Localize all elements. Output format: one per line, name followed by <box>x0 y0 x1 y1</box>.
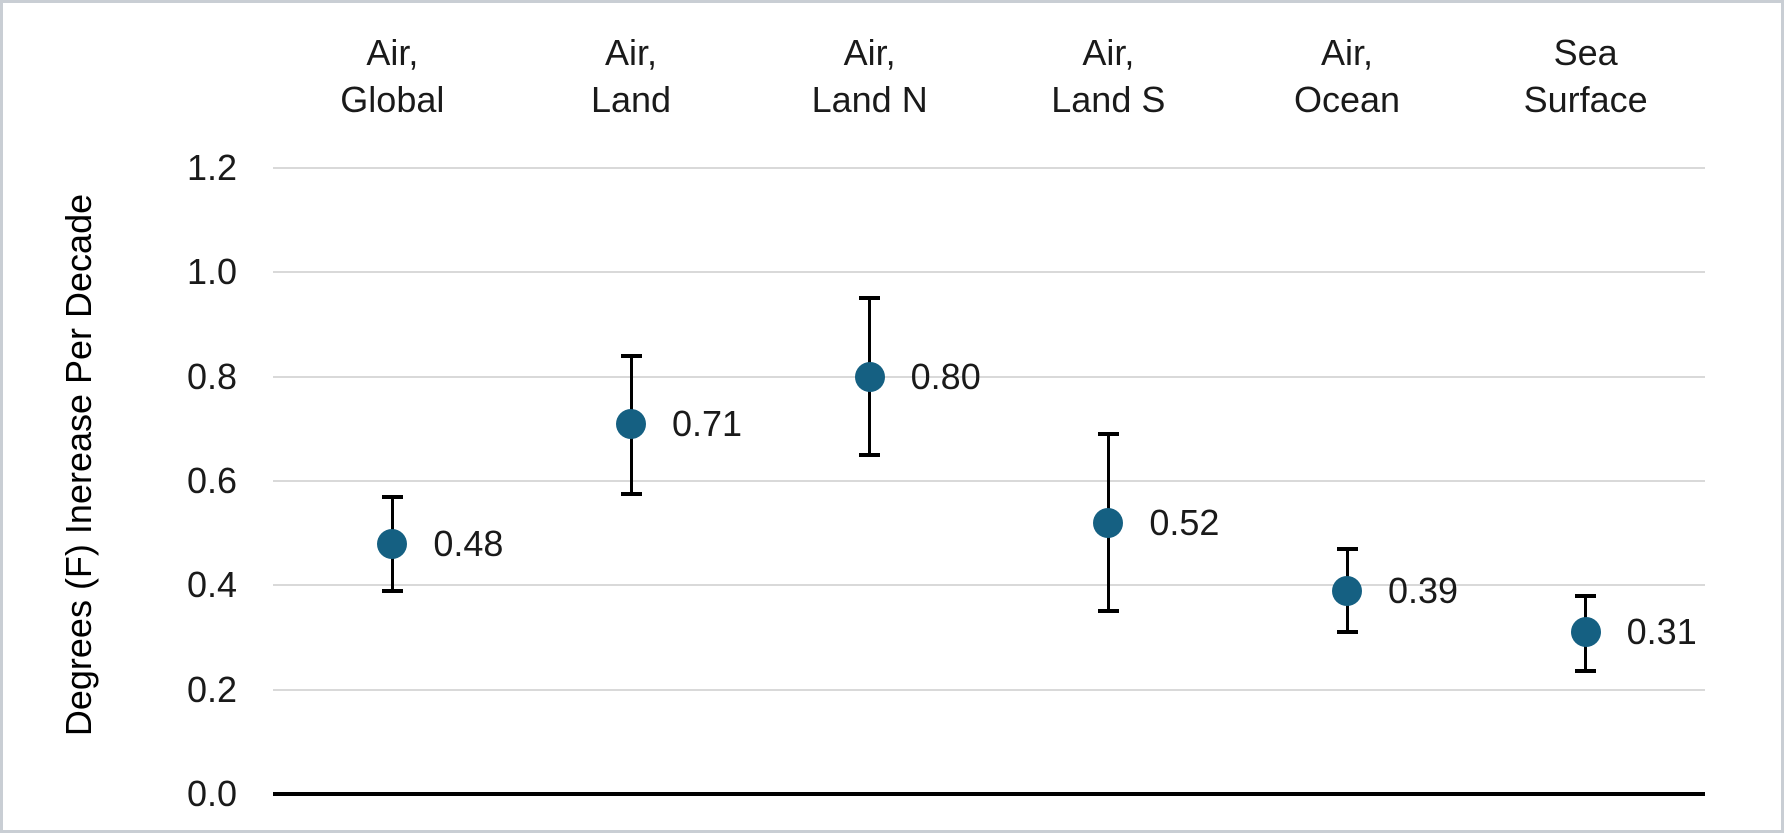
category-label-line: Global <box>340 79 445 120</box>
data-point-label: 0.39 <box>1388 569 1459 611</box>
gridline <box>273 271 1705 274</box>
y-tick-label: 0.2 <box>186 668 237 710</box>
data-point-label: 0.48 <box>433 522 504 564</box>
error-bar-cap-bottom <box>1575 669 1597 674</box>
data-point-marker <box>1332 575 1362 606</box>
error-bar-cap-top <box>1097 432 1119 437</box>
category-label-line: Sea <box>1553 32 1618 73</box>
data-point-marker <box>377 528 408 559</box>
y-tick-label: 0.0 <box>186 773 237 814</box>
category-label-line: Air, <box>604 32 657 73</box>
error-bar-cap-top <box>1336 546 1358 551</box>
y-tick-label: 1.0 <box>186 251 237 293</box>
category-label-line: Land S <box>1051 79 1166 120</box>
category-label-line: Land <box>590 79 672 120</box>
error-bar-cap-bottom <box>859 452 881 457</box>
data-point-marker <box>1570 617 1601 648</box>
y-tick-label: 1.2 <box>186 147 237 188</box>
chart-plot-area: 0.0 0.2 0.4 0.6 0.8 1.0 1.2 Air, Global Air, Land A… <box>3 3 1781 830</box>
error-bar-cap-bottom <box>620 492 642 497</box>
error-bar-cap-top <box>859 296 881 301</box>
data-point-marker <box>616 408 646 439</box>
category-label: Air, Ocean <box>1228 29 1467 123</box>
y-tick-label: 0.6 <box>186 460 237 501</box>
category-label-line: Land N <box>811 79 928 120</box>
gridline <box>273 584 1705 587</box>
data-point-marker <box>1093 507 1124 538</box>
error-bar-cap-bottom <box>381 588 403 593</box>
category-label-line: Ocean <box>1293 79 1401 120</box>
category-label: Air, Global <box>273 29 512 123</box>
y-tick-label: 0.4 <box>186 564 237 606</box>
x-axis-line <box>273 792 1705 796</box>
data-point-label: 0.71 <box>672 402 743 444</box>
category-label-line: Air, <box>1320 32 1373 73</box>
error-bar-cap-bottom <box>1336 630 1358 635</box>
category-label: Sea Surface <box>1466 29 1705 123</box>
data-point-marker <box>854 361 885 392</box>
error-bar-cap-top <box>1575 593 1597 598</box>
category-label: Air, Land S <box>989 29 1228 123</box>
category-label-line: Surface <box>1523 79 1648 120</box>
data-point-label: 0.52 <box>1149 501 1220 543</box>
y-tick-label: 0.8 <box>186 355 237 397</box>
gridline <box>273 688 1705 691</box>
category-label-line: Air, <box>843 32 896 73</box>
gridline <box>273 480 1705 482</box>
data-point-label: 0.31 <box>1626 611 1697 653</box>
gridline <box>273 375 1705 378</box>
error-bar-cap-top <box>620 353 642 358</box>
category-label: Air, Land N <box>750 29 989 123</box>
error-bar-cap-top <box>381 494 403 499</box>
category-label-line: Air, <box>1082 32 1135 73</box>
data-point-label: 0.80 <box>910 355 981 397</box>
error-bar-cap-bottom <box>1097 609 1119 614</box>
category-label-line: Air, <box>366 32 419 73</box>
category-label: Air, Land <box>512 29 751 123</box>
gridline <box>273 167 1705 169</box>
